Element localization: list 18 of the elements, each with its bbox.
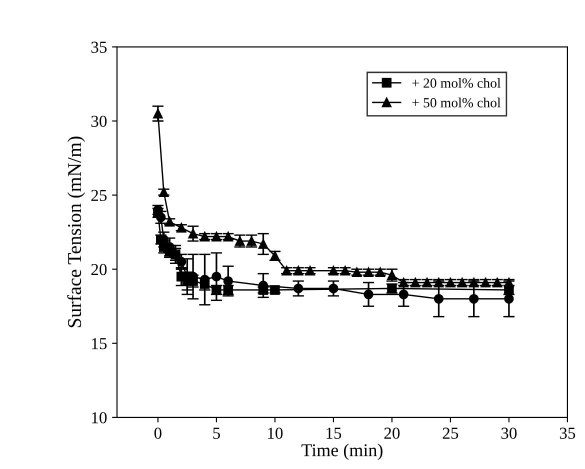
y-tick-label: 35 xyxy=(91,42,107,53)
x-tick-label: 25 xyxy=(442,428,458,439)
y-tick-label: 10 xyxy=(92,412,107,424)
legend-label: + 20 mol% chol xyxy=(412,78,501,88)
x-tick-label: 0 xyxy=(154,428,162,439)
legend-label: + 50 mol% chol xyxy=(412,98,501,108)
x-axis-title: Time (min) xyxy=(302,444,382,460)
x-tick-label: 5 xyxy=(213,428,220,439)
y-tick-label: 20 xyxy=(91,264,107,276)
x-tick-label: 10 xyxy=(268,428,283,439)
x-tick-label: 35 xyxy=(560,428,576,439)
y-tick-label: 25 xyxy=(91,190,107,202)
x-tick-label: 15 xyxy=(326,428,342,439)
x-tick-label: 30 xyxy=(501,428,517,439)
y-axis-title: Surface Tension (mN/m) xyxy=(67,136,86,328)
y-tick-label: 30 xyxy=(91,116,107,127)
x-tick-label: 20 xyxy=(384,428,400,439)
y-tick-label: 15 xyxy=(92,338,107,350)
